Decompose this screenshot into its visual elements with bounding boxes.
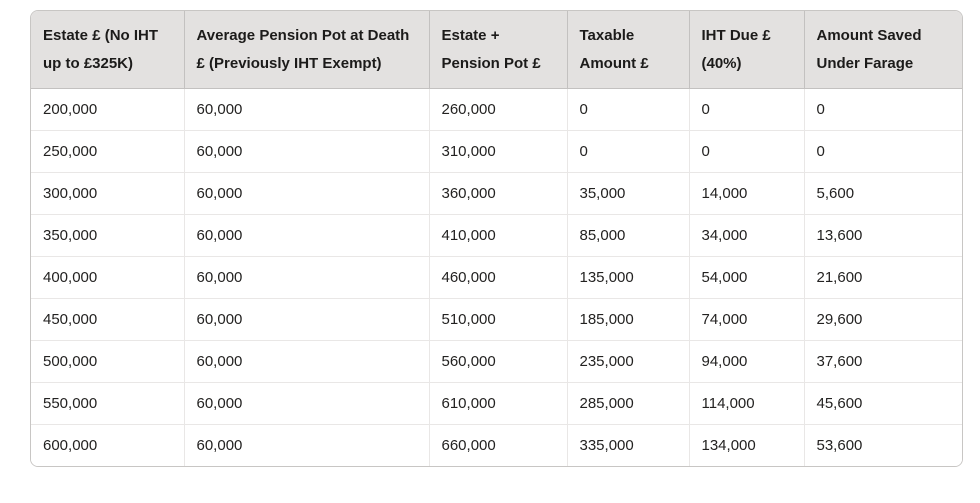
cell-taxable-amount: 335,000 bbox=[566, 424, 689, 466]
cell-estate-no-iht: 300,000 bbox=[31, 172, 184, 215]
cell-estate-plus-pension: 460,000 bbox=[428, 256, 567, 299]
cell-avg-pension-pot: 60,000 bbox=[183, 424, 429, 466]
cell-estate-no-iht: 450,000 bbox=[31, 298, 184, 341]
cell-iht-due: 14,000 bbox=[688, 172, 804, 215]
column-header-avg-pension-pot: Average Pension Pot at Death £ (Previous… bbox=[183, 11, 429, 89]
table-row: 200,000 60,000 260,000 0 0 0 bbox=[31, 88, 962, 131]
cell-amount-saved: 5,600 bbox=[803, 172, 962, 215]
cell-estate-plus-pension: 560,000 bbox=[428, 340, 567, 383]
cell-avg-pension-pot: 60,000 bbox=[183, 130, 429, 173]
cell-estate-no-iht: 350,000 bbox=[31, 214, 184, 257]
cell-iht-due: 134,000 bbox=[688, 424, 804, 466]
column-header-estate-plus-pension: Estate + Pension Pot £ bbox=[428, 11, 567, 89]
cell-amount-saved: 13,600 bbox=[803, 214, 962, 257]
table-row: 600,000 60,000 660,000 335,000 134,000 53,600 bbox=[31, 424, 962, 466]
column-header-taxable-amount: Taxable Amount £ bbox=[566, 11, 689, 89]
table-body: 200,000 60,000 260,000 0 0 0 250,000 60,000 310,… bbox=[31, 88, 962, 466]
cell-taxable-amount: 85,000 bbox=[566, 214, 689, 257]
cell-avg-pension-pot: 60,000 bbox=[183, 382, 429, 425]
cell-taxable-amount: 235,000 bbox=[566, 340, 689, 383]
cell-estate-plus-pension: 410,000 bbox=[428, 214, 567, 257]
table-row: 250,000 60,000 310,000 0 0 0 bbox=[31, 130, 962, 173]
cell-estate-plus-pension: 610,000 bbox=[428, 382, 567, 425]
column-header-iht-due: IHT Due £ (40%) bbox=[688, 11, 804, 89]
cell-iht-due: 114,000 bbox=[688, 382, 804, 425]
table-row: 500,000 60,000 560,000 235,000 94,000 37,600 bbox=[31, 340, 962, 383]
cell-avg-pension-pot: 60,000 bbox=[183, 340, 429, 383]
cell-avg-pension-pot: 60,000 bbox=[183, 256, 429, 299]
cell-amount-saved: 21,600 bbox=[803, 256, 962, 299]
cell-taxable-amount: 0 bbox=[566, 130, 689, 173]
table-row: 450,000 60,000 510,000 185,000 74,000 29,600 bbox=[31, 298, 962, 341]
cell-taxable-amount: 285,000 bbox=[566, 382, 689, 425]
cell-estate-no-iht: 250,000 bbox=[31, 130, 184, 173]
cell-avg-pension-pot: 60,000 bbox=[183, 298, 429, 341]
cell-amount-saved: 29,600 bbox=[803, 298, 962, 341]
cell-estate-no-iht: 400,000 bbox=[31, 256, 184, 299]
column-header-amount-saved: Amount Saved Under Farage bbox=[803, 11, 962, 89]
cell-estate-no-iht: 600,000 bbox=[31, 424, 184, 466]
cell-iht-due: 74,000 bbox=[688, 298, 804, 341]
cell-taxable-amount: 185,000 bbox=[566, 298, 689, 341]
cell-avg-pension-pot: 60,000 bbox=[183, 88, 429, 131]
cell-estate-plus-pension: 310,000 bbox=[428, 130, 567, 173]
cell-iht-due: 34,000 bbox=[688, 214, 804, 257]
cell-avg-pension-pot: 60,000 bbox=[183, 172, 429, 215]
cell-iht-due: 0 bbox=[688, 88, 804, 131]
cell-amount-saved: 0 bbox=[803, 88, 962, 131]
cell-iht-due: 94,000 bbox=[688, 340, 804, 383]
header-row: Estate £ (No IHT up to £325K) Average Pen… bbox=[31, 11, 962, 89]
table-row: 400,000 60,000 460,000 135,000 54,000 21,600 bbox=[31, 256, 962, 299]
table-row: 550,000 60,000 610,000 285,000 114,000 45,600 bbox=[31, 382, 962, 425]
cell-iht-due: 54,000 bbox=[688, 256, 804, 299]
iht-table: Estate £ (No IHT up to £325K) Average Pen… bbox=[31, 11, 962, 466]
cell-estate-no-iht: 200,000 bbox=[31, 88, 184, 131]
cell-estate-plus-pension: 660,000 bbox=[428, 424, 567, 466]
cell-estate-plus-pension: 360,000 bbox=[428, 172, 567, 215]
cell-taxable-amount: 0 bbox=[566, 88, 689, 131]
cell-amount-saved: 53,600 bbox=[803, 424, 962, 466]
cell-iht-due: 0 bbox=[688, 130, 804, 173]
cell-amount-saved: 0 bbox=[803, 130, 962, 173]
cell-estate-no-iht: 500,000 bbox=[31, 340, 184, 383]
table-row: 350,000 60,000 410,000 85,000 34,000 13,600 bbox=[31, 214, 962, 257]
cell-taxable-amount: 135,000 bbox=[566, 256, 689, 299]
cell-taxable-amount: 35,000 bbox=[566, 172, 689, 215]
cell-estate-no-iht: 550,000 bbox=[31, 382, 184, 425]
cell-amount-saved: 37,600 bbox=[803, 340, 962, 383]
page: { "colors": { "header_bg": "#e3e1e0", "o… bbox=[0, 10, 980, 503]
table-header: Estate £ (No IHT up to £325K) Average Pen… bbox=[31, 11, 962, 89]
cell-estate-plus-pension: 510,000 bbox=[428, 298, 567, 341]
cell-amount-saved: 45,600 bbox=[803, 382, 962, 425]
iht-table-card: Estate £ (No IHT up to £325K) Average Pen… bbox=[30, 10, 963, 467]
column-header-estate-no-iht: Estate £ (No IHT up to £325K) bbox=[31, 11, 184, 89]
cell-estate-plus-pension: 260,000 bbox=[428, 88, 567, 131]
table-row: 300,000 60,000 360,000 35,000 14,000 5,600 bbox=[31, 172, 962, 215]
cell-avg-pension-pot: 60,000 bbox=[183, 214, 429, 257]
